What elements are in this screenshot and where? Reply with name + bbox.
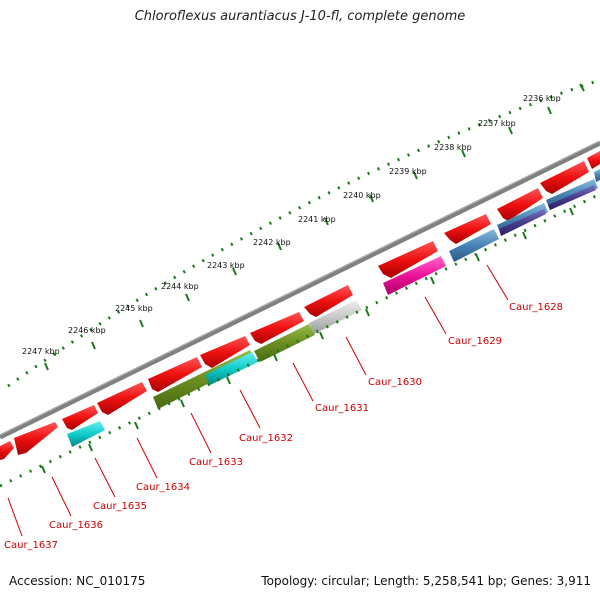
gene-feature [497, 188, 543, 221]
gene-feature [383, 256, 446, 295]
gene-feature [14, 422, 58, 455]
gene-label: Caur_1635 [93, 501, 147, 512]
ruler-label: 2244 kbp [161, 282, 199, 291]
ruler-label: 2239 kbp [389, 167, 427, 176]
gene-label: Caur_1631 [315, 403, 369, 414]
gene-feature [97, 382, 147, 415]
gene-feature [250, 312, 304, 344]
gene-feature [67, 421, 105, 447]
gene-labels: Caur_1628 Caur_1629 Caur_1630 Caur_1631 … [4, 302, 563, 551]
ruler-labels: 2236 kbp 2237 kbp 2238 kbp 2239 kbp 2240… [22, 94, 561, 356]
gene-feature [304, 285, 353, 317]
gene-feature [499, 209, 546, 236]
gene-feature [309, 300, 362, 334]
gene-feature [378, 241, 438, 278]
ruler-label: 2240 kbp [343, 191, 381, 200]
gene-label: Caur_1629 [448, 336, 502, 347]
outer-tick-ring [7, 78, 600, 388]
ruler-label: 2247 kbp [22, 347, 60, 356]
gene-feature [587, 151, 600, 169]
gene-label: Caur_1630 [368, 377, 422, 388]
inner-tick-ring [0, 192, 600, 488]
gene-feature [594, 169, 600, 182]
ruler-label: 2246 kbp [68, 326, 106, 335]
gene-feature [540, 161, 589, 194]
gene-feature [548, 185, 596, 210]
reverse-genes [67, 169, 600, 447]
gene-feature [0, 441, 14, 460]
ruler-label: 2236 kbp [523, 94, 561, 103]
forward-genes [0, 151, 600, 460]
gene-feature [62, 405, 98, 430]
gene-label: Caur_1632 [239, 433, 293, 444]
ruler-label: 2245 kbp [115, 304, 153, 313]
ruler-label: 2243 kbp [207, 261, 245, 270]
gene-label: Caur_1636 [49, 520, 103, 531]
gene-feature [205, 352, 258, 385]
gene-feature [444, 214, 491, 244]
gene-label: Caur_1637 [4, 540, 58, 551]
gene-label: Caur_1634 [136, 482, 190, 493]
accession-text: Accession: NC_010175 [9, 574, 146, 588]
ruler-label: 2238 kbp [434, 143, 472, 152]
ruler-label: 2241 kbp [298, 215, 336, 224]
map-title: Chloroflexus aurantiacus J-10-fl, comple… [134, 9, 466, 24]
gene-label: Caur_1633 [189, 457, 243, 468]
gene-label: Caur_1628 [509, 302, 563, 313]
gene-feature [200, 336, 250, 368]
leader-lines [7, 264, 509, 537]
genome-summary-text: Topology: circular; Length: 5,258,541 bp… [261, 574, 591, 588]
gene-feature [449, 229, 499, 262]
ruler-label: 2237 kbp [478, 119, 516, 128]
gene-feature [148, 357, 202, 392]
genome-backbone [0, 140, 600, 440]
ruler-label: 2242 kbp [253, 238, 291, 247]
gene-feature [254, 324, 315, 362]
